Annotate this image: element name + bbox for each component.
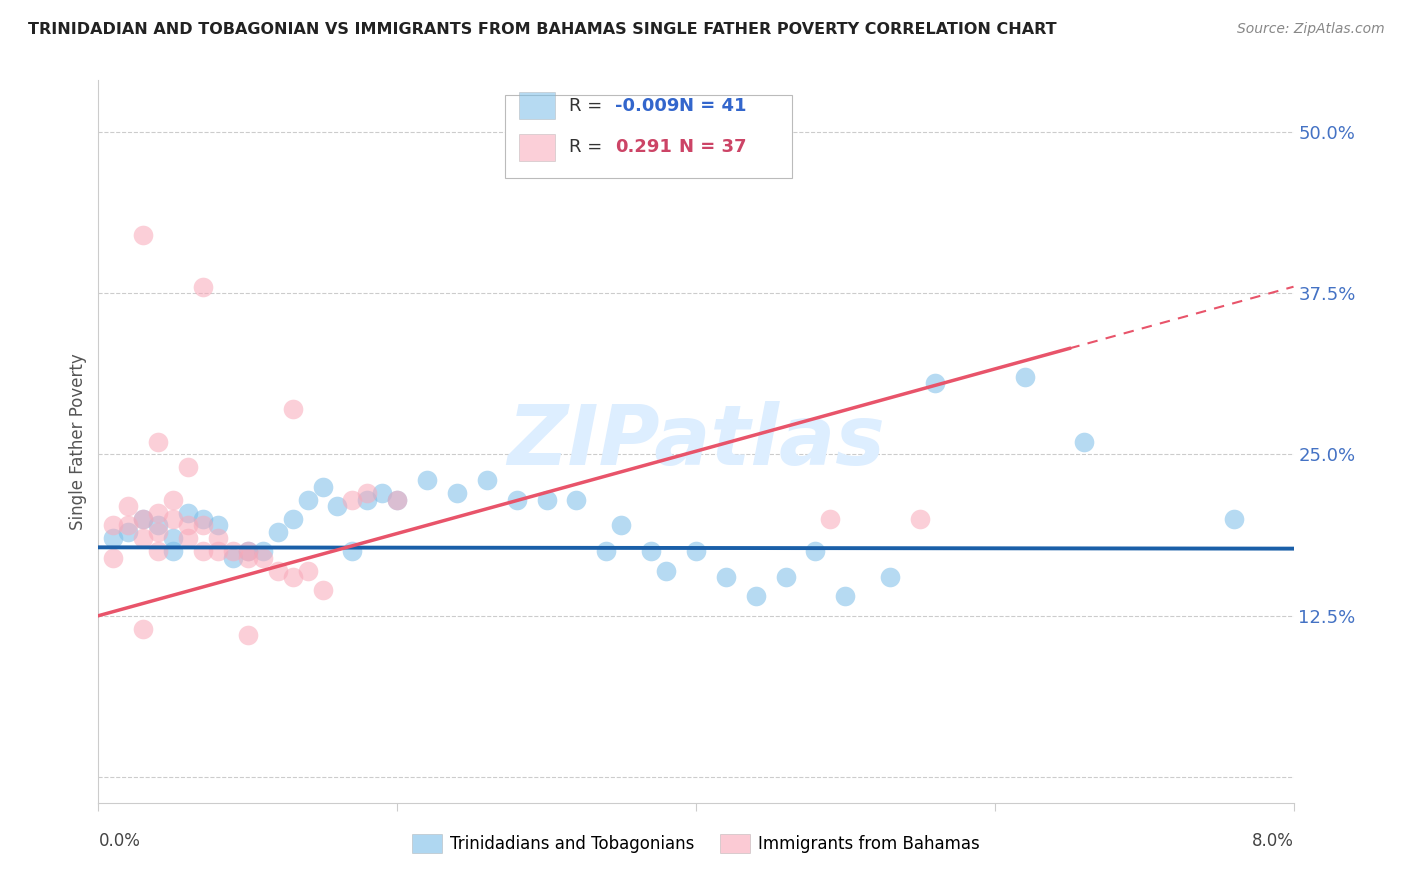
- Bar: [519, 134, 555, 161]
- FancyBboxPatch shape: [505, 95, 792, 178]
- Point: [148, 524, 170, 539]
- Point: [177, 531, 200, 545]
- Point: [655, 564, 678, 578]
- Point: [297, 492, 319, 507]
- Point: [267, 524, 290, 539]
- Y-axis label: Single Father Poverty: Single Father Poverty: [69, 353, 87, 530]
- Point: [342, 544, 364, 558]
- Point: [162, 531, 184, 545]
- Point: [610, 518, 633, 533]
- Point: [132, 512, 155, 526]
- Bar: [519, 92, 555, 120]
- Point: [536, 492, 558, 507]
- Point: [162, 544, 184, 558]
- Point: [714, 570, 737, 584]
- Point: [506, 492, 529, 507]
- Point: [252, 550, 274, 565]
- Point: [385, 492, 409, 507]
- Point: [385, 492, 409, 507]
- Point: [162, 512, 184, 526]
- Point: [565, 492, 588, 507]
- Point: [148, 506, 170, 520]
- Point: [252, 544, 274, 558]
- Point: [356, 486, 378, 500]
- Point: [371, 486, 394, 500]
- Point: [148, 518, 170, 533]
- Point: [162, 492, 184, 507]
- Point: [326, 499, 349, 513]
- Text: R =: R =: [569, 138, 609, 156]
- Text: N = 37: N = 37: [679, 138, 747, 156]
- Point: [236, 628, 259, 642]
- Point: [267, 564, 290, 578]
- Point: [191, 512, 214, 526]
- Point: [236, 544, 259, 558]
- Point: [236, 544, 259, 558]
- Point: [820, 512, 842, 526]
- Text: -0.009: -0.009: [614, 96, 679, 114]
- Point: [117, 518, 139, 533]
- Text: 8.0%: 8.0%: [1251, 831, 1294, 850]
- Point: [475, 473, 498, 487]
- Text: 0.0%: 0.0%: [98, 831, 141, 850]
- Point: [595, 544, 617, 558]
- Point: [236, 550, 259, 565]
- Point: [177, 460, 200, 475]
- Point: [281, 570, 304, 584]
- Point: [207, 544, 229, 558]
- Point: [775, 570, 797, 584]
- Point: [685, 544, 707, 558]
- Point: [311, 480, 333, 494]
- Point: [222, 544, 245, 558]
- Point: [191, 518, 214, 533]
- Point: [311, 582, 333, 597]
- Point: [879, 570, 901, 584]
- Point: [117, 524, 139, 539]
- Point: [804, 544, 827, 558]
- Point: [148, 434, 170, 449]
- Point: [103, 531, 125, 545]
- Point: [1073, 434, 1095, 449]
- Point: [177, 506, 200, 520]
- Point: [132, 512, 155, 526]
- Text: TRINIDADIAN AND TOBAGONIAN VS IMMIGRANTS FROM BAHAMAS SINGLE FATHER POVERTY CORR: TRINIDADIAN AND TOBAGONIAN VS IMMIGRANTS…: [28, 22, 1057, 37]
- Point: [834, 590, 856, 604]
- Point: [207, 531, 229, 545]
- Text: N = 41: N = 41: [679, 96, 747, 114]
- Point: [281, 512, 304, 526]
- Point: [1014, 370, 1036, 384]
- Point: [103, 518, 125, 533]
- Text: Source: ZipAtlas.com: Source: ZipAtlas.com: [1237, 22, 1385, 37]
- Point: [446, 486, 468, 500]
- Point: [745, 590, 768, 604]
- Point: [177, 518, 200, 533]
- Point: [908, 512, 931, 526]
- Text: R =: R =: [569, 96, 609, 114]
- Point: [148, 544, 170, 558]
- Text: 0.291: 0.291: [614, 138, 672, 156]
- Point: [281, 402, 304, 417]
- Text: ZIPatlas: ZIPatlas: [508, 401, 884, 482]
- Point: [924, 376, 946, 391]
- Point: [117, 499, 139, 513]
- Point: [132, 622, 155, 636]
- Point: [356, 492, 378, 507]
- Point: [207, 518, 229, 533]
- Point: [132, 531, 155, 545]
- Point: [191, 544, 214, 558]
- Point: [1223, 512, 1246, 526]
- Point: [103, 550, 125, 565]
- Point: [640, 544, 662, 558]
- Point: [191, 279, 214, 293]
- Point: [416, 473, 439, 487]
- Point: [297, 564, 319, 578]
- Legend: Trinidadians and Tobagonians, Immigrants from Bahamas: Trinidadians and Tobagonians, Immigrants…: [405, 827, 987, 860]
- Point: [132, 228, 155, 243]
- Point: [222, 550, 245, 565]
- Point: [342, 492, 364, 507]
